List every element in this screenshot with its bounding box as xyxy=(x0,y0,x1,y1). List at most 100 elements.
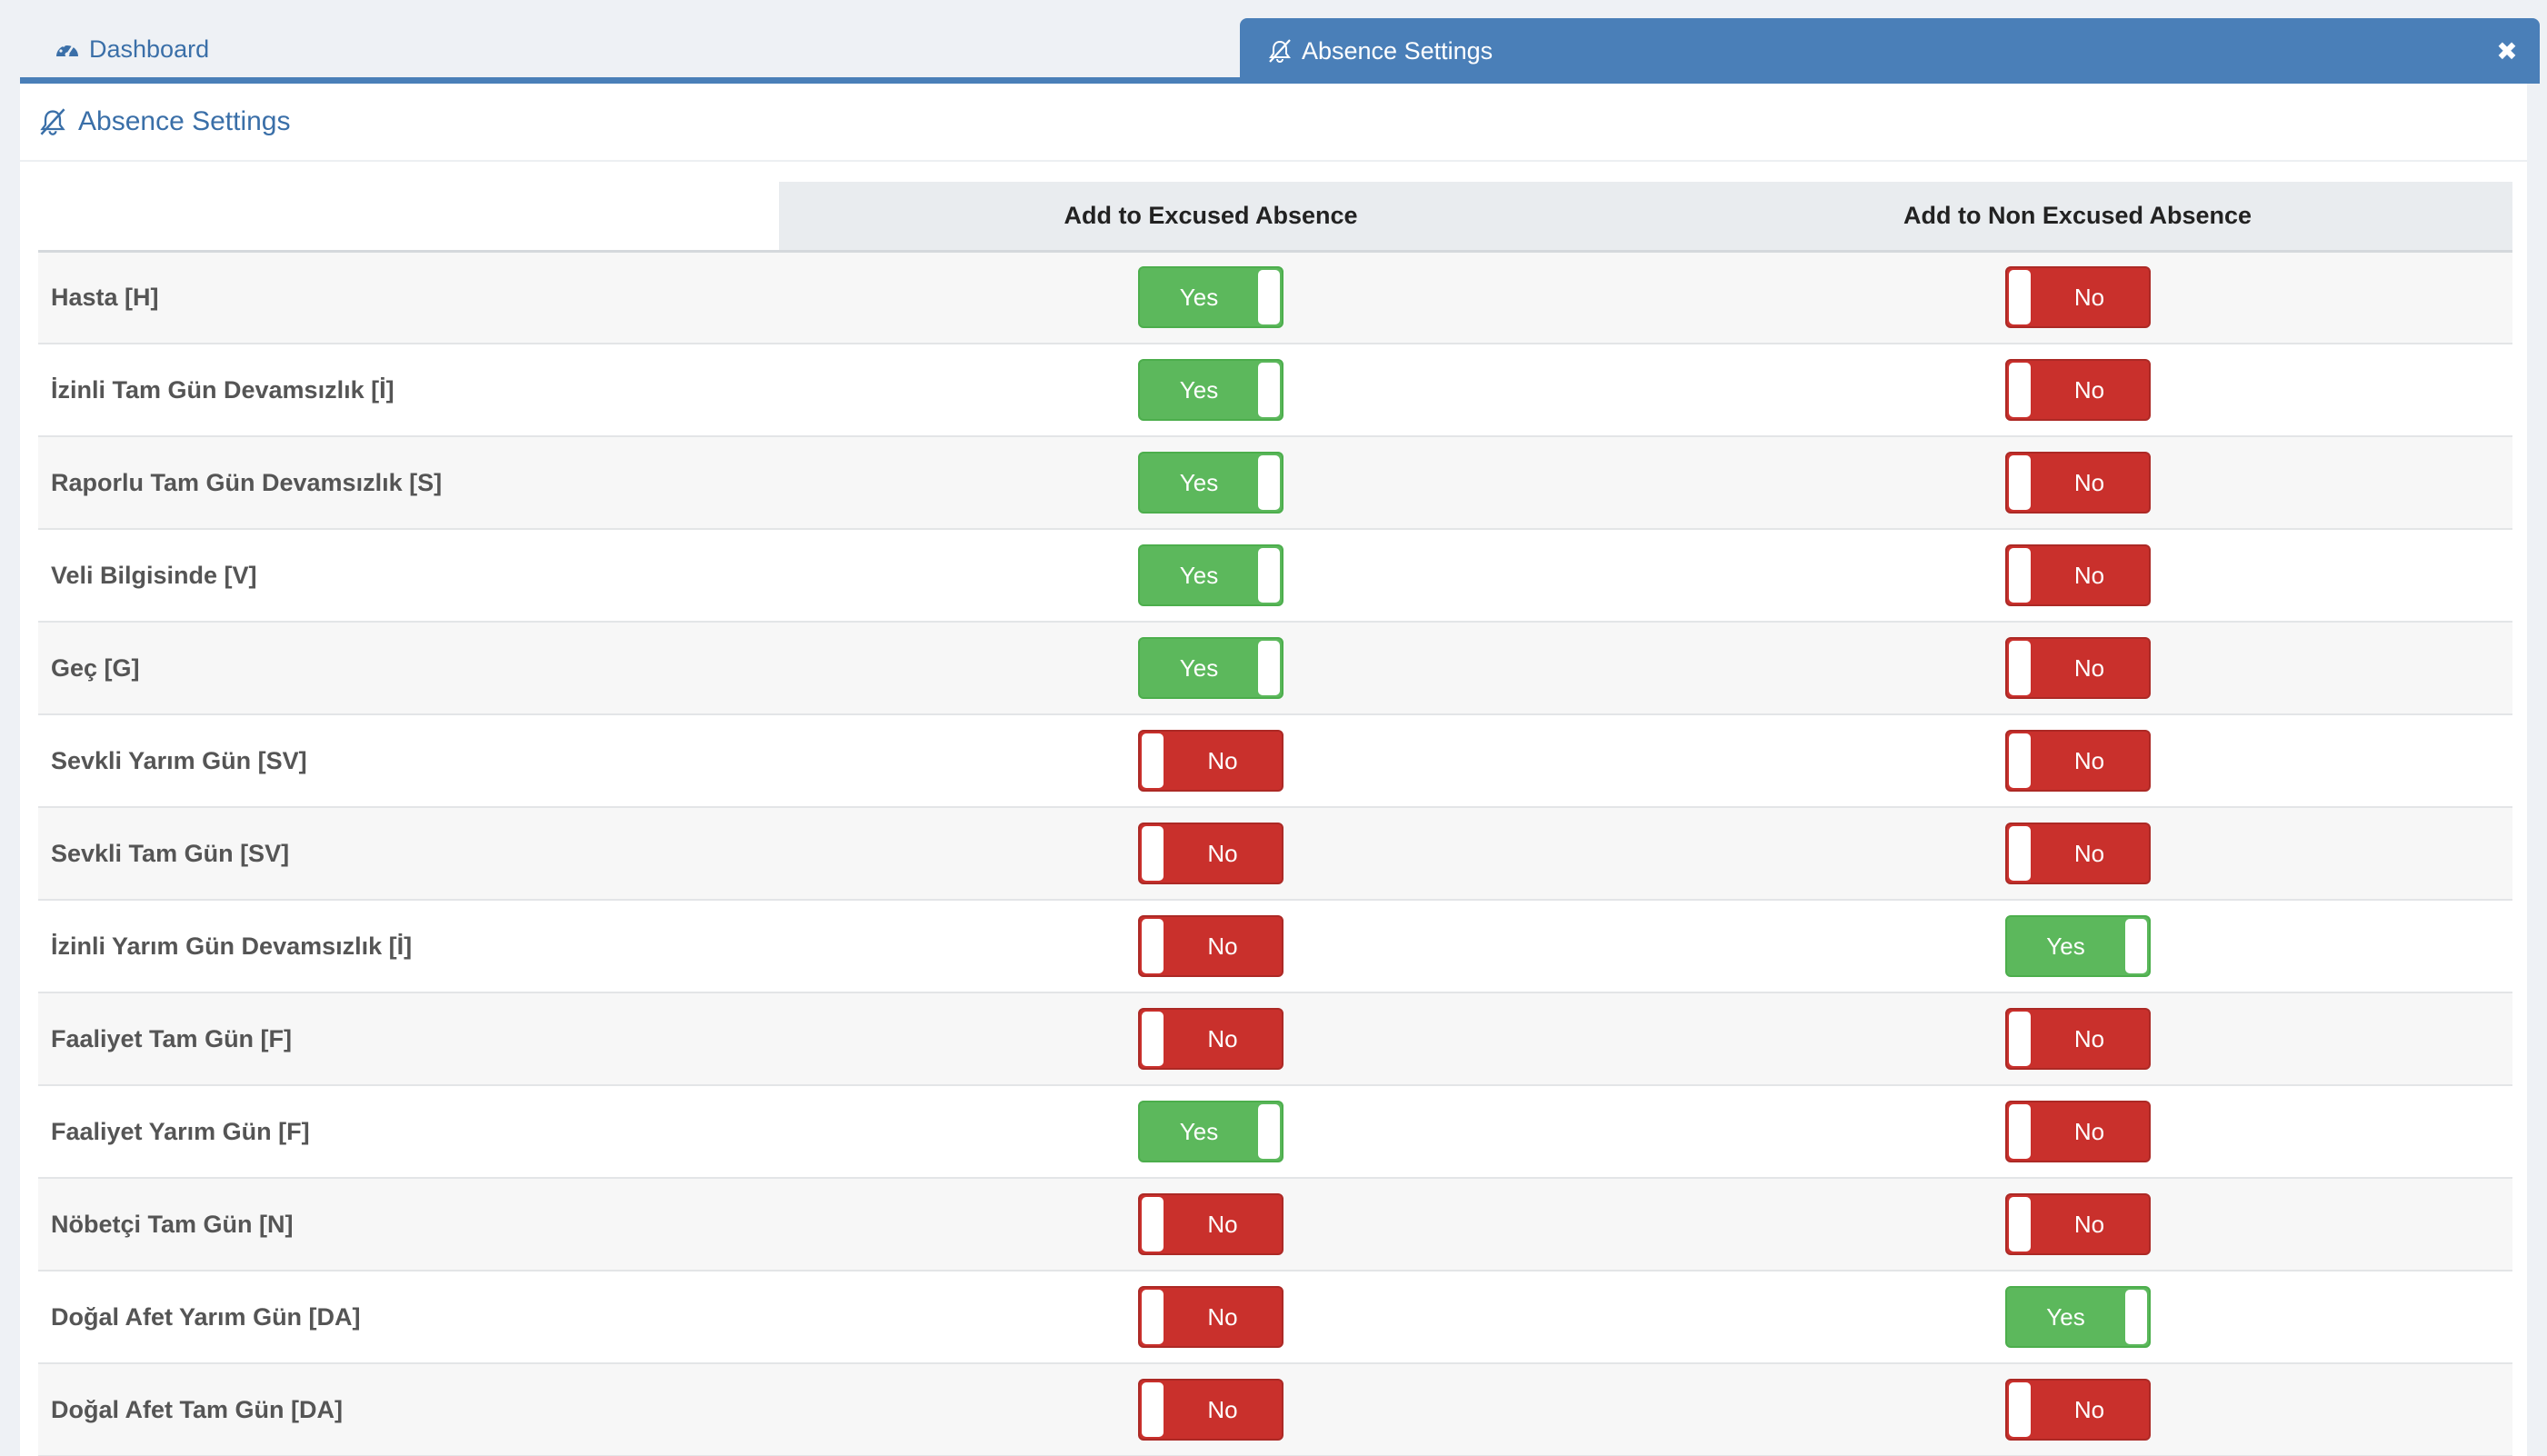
toggle-knob xyxy=(1142,826,1164,881)
table-row: İzinli Tam Gün Devamsızlık [İ] Yes No xyxy=(38,344,2512,437)
absence-settings-table: Add to Excused Absence Add to Non Excuse… xyxy=(38,182,2512,1456)
excused-toggle[interactable]: Yes xyxy=(1138,266,1283,329)
non-excused-toggle[interactable]: Yes xyxy=(2004,915,2151,977)
toggle-label: No xyxy=(2073,284,2105,312)
switch-cell: Yes xyxy=(779,622,1643,715)
excused-toggle[interactable]: No xyxy=(1138,915,1283,977)
switch-cell: Yes xyxy=(779,344,1643,437)
absence-type-label: Veli Bilgisinde [V] xyxy=(38,529,779,623)
header-non-excused: Add to Non Excused Absence xyxy=(1643,182,2512,253)
close-icon[interactable]: ✖ xyxy=(2496,36,2518,65)
toggle-knob xyxy=(1142,919,1164,973)
bell-slash-icon xyxy=(1267,38,1293,64)
toggle-knob xyxy=(2008,1012,2031,1066)
toggle-label: No xyxy=(2073,376,2105,404)
toggle-label: No xyxy=(2073,1211,2105,1238)
toggle-knob xyxy=(1258,548,1280,603)
table-row: Sevkli Yarım Gün [SV] No No xyxy=(38,714,2512,808)
absence-type-label: Hasta [H] xyxy=(38,251,779,344)
toggle-knob xyxy=(1142,1290,1164,1344)
non-excused-toggle[interactable]: No xyxy=(2004,637,2151,699)
bell-slash-icon xyxy=(38,107,67,136)
table-row: Sevkli Tam Gün [SV] No No xyxy=(38,807,2512,901)
switch-cell: Yes xyxy=(779,251,1643,344)
switch-cell: No xyxy=(1643,807,2512,901)
toggle-label: No xyxy=(2073,1396,2105,1423)
excused-toggle[interactable]: No xyxy=(1138,823,1283,884)
absence-type-label: Doğal Afet Tam Gün [DA] xyxy=(38,1363,779,1456)
toggle-label: No xyxy=(2073,1025,2105,1052)
non-excused-toggle[interactable]: No xyxy=(2004,730,2151,792)
absence-type-label: Faaliyet Tam Gün [F] xyxy=(38,992,779,1086)
toggle-label: Yes xyxy=(1179,562,1219,589)
toggle-label: Yes xyxy=(1179,284,1219,312)
excused-toggle[interactable]: No xyxy=(1138,1286,1283,1348)
toggle-knob xyxy=(2008,548,2031,603)
excused-toggle[interactable]: Yes xyxy=(1138,544,1283,606)
non-excused-toggle[interactable]: No xyxy=(2004,452,2151,514)
absence-type-label: Doğal Afet Yarım Gün [DA] xyxy=(38,1271,779,1364)
toggle-knob xyxy=(2008,1104,2031,1159)
absence-type-label: İzinli Yarım Gün Devamsızlık [İ] xyxy=(38,900,779,993)
toggle-label: No xyxy=(1207,1025,1238,1052)
table-row: Faaliyet Tam Gün [F] No No xyxy=(38,992,2512,1086)
toggle-knob xyxy=(1142,1012,1164,1066)
switch-cell: No xyxy=(1643,1085,2512,1179)
toggle-knob xyxy=(1258,641,1280,695)
absence-type-label: Geç [G] xyxy=(38,622,779,715)
switch-cell: No xyxy=(779,992,1643,1086)
toggle-label: No xyxy=(1207,932,1238,960)
table-row: Hasta [H] Yes No xyxy=(38,251,2512,344)
switch-cell: No xyxy=(1643,251,2512,344)
table-row: Faaliyet Yarım Gün [F] Yes No xyxy=(38,1085,2512,1179)
excused-toggle[interactable]: No xyxy=(1138,730,1283,792)
toggle-label: No xyxy=(2073,654,2105,682)
toggle-knob xyxy=(1258,363,1280,417)
toggle-knob xyxy=(2008,826,2031,881)
toggle-label: No xyxy=(1207,747,1238,774)
switch-cell: No xyxy=(1643,529,2512,623)
toggle-knob xyxy=(1142,1197,1164,1252)
table-row: Doğal Afet Yarım Gün [DA] No Yes xyxy=(38,1271,2512,1364)
toggle-knob xyxy=(1142,1382,1164,1437)
toggle-knob xyxy=(1258,1104,1280,1159)
toggle-label: No xyxy=(2073,562,2105,589)
toggle-knob xyxy=(2008,1197,2031,1252)
switch-cell: No xyxy=(1643,344,2512,437)
non-excused-toggle[interactable]: No xyxy=(2004,266,2151,329)
toggle-knob xyxy=(1142,733,1164,788)
non-excused-toggle[interactable]: Yes xyxy=(2004,1286,2151,1348)
excused-toggle[interactable]: Yes xyxy=(1138,1101,1283,1162)
page-title: Absence Settings xyxy=(78,106,291,136)
non-excused-toggle[interactable]: No xyxy=(2004,359,2151,421)
tab-absence-settings[interactable]: Absence Settings ✖ xyxy=(1240,18,2540,84)
excused-toggle[interactable]: Yes xyxy=(1138,452,1283,514)
table-row: Nöbetçi Tam Gün [N] No No xyxy=(38,1178,2512,1272)
tab-dashboard-label: Dashboard xyxy=(89,35,210,63)
toggle-knob xyxy=(2008,733,2031,788)
table-header-row: Add to Excused Absence Add to Non Excuse… xyxy=(38,182,2512,253)
non-excused-toggle[interactable]: No xyxy=(2004,823,2151,884)
switch-cell: No xyxy=(1643,1178,2512,1272)
tab-dashboard[interactable]: Dashboard xyxy=(55,31,209,67)
excused-toggle[interactable]: Yes xyxy=(1138,359,1283,421)
toggle-label: No xyxy=(2073,469,2105,496)
excused-toggle[interactable]: No xyxy=(1138,1193,1283,1255)
non-excused-toggle[interactable]: No xyxy=(2004,1101,2151,1162)
excused-toggle[interactable]: No xyxy=(1138,1008,1283,1070)
non-excused-toggle[interactable]: No xyxy=(2004,1008,2151,1070)
switch-cell: No xyxy=(779,1178,1643,1272)
toggle-label: No xyxy=(2073,747,2105,774)
excused-toggle[interactable]: Yes xyxy=(1138,637,1283,699)
toggle-label: No xyxy=(1207,1211,1238,1238)
table-row: Geç [G] Yes No xyxy=(38,622,2512,715)
switch-cell: No xyxy=(779,807,1643,901)
table-row: Raporlu Tam Gün Devamsızlık [S] Yes No xyxy=(38,436,2512,530)
absence-type-label: Sevkli Tam Gün [SV] xyxy=(38,807,779,901)
non-excused-toggle[interactable]: No xyxy=(2004,1379,2151,1441)
excused-toggle[interactable]: No xyxy=(1138,1379,1283,1441)
non-excused-toggle[interactable]: No xyxy=(2004,544,2151,606)
table-row: Doğal Afet Tam Gün [DA] No No xyxy=(38,1363,2512,1456)
absence-type-label: İzinli Tam Gün Devamsızlık [İ] xyxy=(38,344,779,437)
non-excused-toggle[interactable]: No xyxy=(2004,1193,2151,1255)
